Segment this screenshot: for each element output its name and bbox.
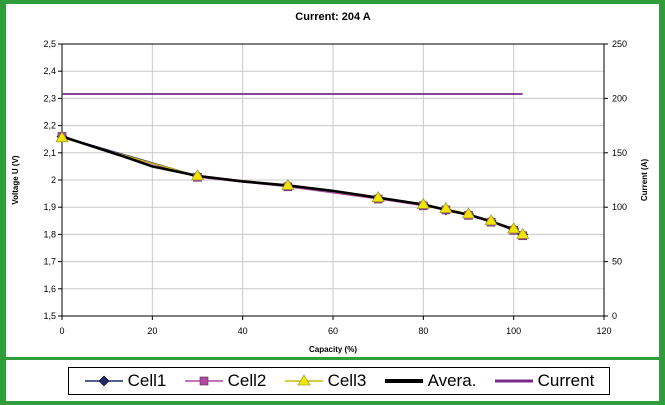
- y-tick-label: 2: [51, 175, 56, 185]
- legend-label: Current: [537, 371, 595, 390]
- legend-marker: [98, 375, 110, 387]
- legend-item-current: Current: [494, 371, 595, 391]
- legend-item-cell3: Cell3: [284, 371, 367, 391]
- y-tick-label: 2,5: [43, 39, 56, 49]
- y-tick-label: 1,5: [43, 311, 56, 321]
- x-tick-label: 20: [147, 326, 157, 336]
- legend-swatch: [284, 374, 323, 386]
- data-point-cell3: [507, 222, 521, 234]
- y2-tick-label: 100: [612, 202, 627, 212]
- data-point-cell3: [439, 201, 453, 213]
- y-tick-label: 2,4: [43, 66, 56, 76]
- y2-axis-label: Current (A): [640, 159, 649, 202]
- plot-area-border: [61, 43, 605, 317]
- y2-tick-label: 0: [612, 311, 617, 321]
- y-tick-label: 1,9: [43, 202, 56, 212]
- y2-tick-label: 150: [612, 148, 627, 158]
- x-tick-label: 40: [238, 326, 248, 336]
- data-point-cell3: [371, 191, 385, 202]
- x-tick-label: 120: [596, 326, 611, 336]
- data-point-cell3: [484, 214, 498, 226]
- legend-swatch: [384, 379, 423, 383]
- data-point-cell3: [516, 227, 530, 239]
- plot-panel: Current: 204 A 0 20 40 60 80 100 120 1,5 1,6 1,7 1,…: [6, 4, 659, 357]
- legend-panel: Cell1 Cell2 Cell3 Avera. Current: [6, 360, 659, 401]
- legend-swatch: [84, 375, 123, 387]
- x-tick-label: 60: [328, 326, 338, 336]
- x-tick-label: 0: [59, 326, 64, 336]
- x-tick-label: 80: [418, 326, 428, 336]
- legend-label: Avera.: [427, 371, 477, 390]
- y2-tick-label: 50: [612, 257, 622, 267]
- data-point-cell3: [55, 131, 69, 143]
- chart-title: Current: 204 A: [295, 11, 370, 23]
- legend-marker: [297, 374, 311, 386]
- x-tick-label: 100: [506, 326, 521, 336]
- legend-label: Cell1: [127, 371, 167, 390]
- legend: Cell1 Cell2 Cell3 Avera. Current: [68, 367, 610, 395]
- y-tick-label: 2,2: [43, 121, 56, 131]
- data-point-cell3: [281, 178, 295, 190]
- data-point-cell3: [416, 197, 430, 209]
- legend-swatch: [494, 379, 533, 383]
- y-tick-label: 1,8: [43, 229, 56, 239]
- legend-label: Cell3: [327, 371, 367, 390]
- legend-label: Cell2: [227, 371, 267, 390]
- y-tick-label: 2,3: [43, 93, 56, 103]
- y-tick-label: 2,1: [43, 148, 56, 158]
- legend-marker: [199, 376, 208, 386]
- x-axis-label: Capacity (%): [309, 345, 357, 354]
- y2-tick-label: 200: [612, 93, 627, 103]
- y-axis-label: Voltage U (V): [11, 155, 20, 205]
- data-point-cell3: [461, 207, 476, 219]
- legend-item-cell1: Cell1: [84, 371, 167, 391]
- legend-item-cell2: Cell2: [184, 371, 267, 391]
- y2-tick-label: 250: [612, 39, 627, 49]
- legend-swatch: [184, 376, 223, 386]
- legend-item-avera: Avera.: [384, 371, 477, 391]
- chart-svg: Current: 204 A0 20 40 60 80 100 1201,51,61,71,…: [11, 11, 649, 354]
- y-tick-label: 1,7: [43, 257, 56, 267]
- y-tick-label: 1,6: [43, 284, 56, 294]
- data-point-cell3: [190, 169, 205, 181]
